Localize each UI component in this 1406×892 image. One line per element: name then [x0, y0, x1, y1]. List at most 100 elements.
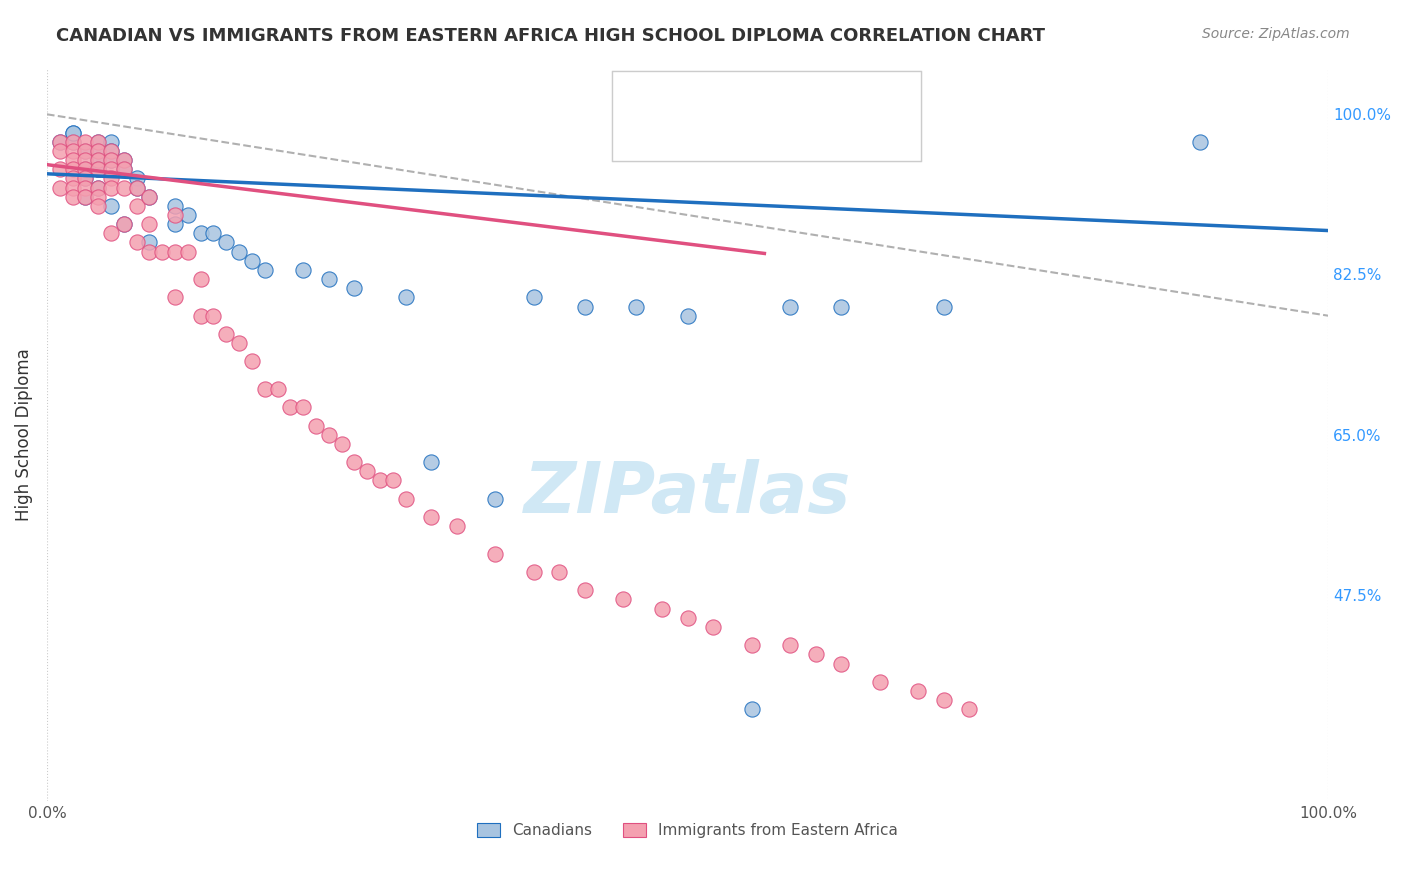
Point: [395, 290, 418, 304]
Point: [112, 162, 135, 177]
Point: [62, 135, 84, 149]
Point: [1188, 135, 1211, 149]
Point: [100, 180, 122, 194]
Point: [163, 217, 186, 231]
Point: [48, 162, 70, 177]
Point: [75, 162, 97, 177]
Text: CANADIAN VS IMMIGRANTS FROM EASTERN AFRICA HIGH SCHOOL DIPLOMA CORRELATION CHART: CANADIAN VS IMMIGRANTS FROM EASTERN AFRI…: [56, 27, 1045, 45]
Point: [87, 180, 110, 194]
Point: [163, 244, 186, 259]
Point: [100, 199, 122, 213]
Point: [138, 189, 160, 203]
Point: [779, 638, 801, 652]
Point: [907, 684, 929, 698]
Point: [100, 227, 122, 241]
Text: -0.066: -0.066: [710, 89, 770, 107]
Point: [318, 427, 340, 442]
Point: [381, 474, 404, 488]
Point: [177, 208, 200, 222]
Point: [484, 491, 506, 506]
Point: [574, 300, 596, 314]
Point: [100, 162, 122, 177]
Point: [125, 180, 148, 194]
Point: [804, 648, 827, 662]
Point: [651, 601, 673, 615]
Point: [676, 309, 699, 323]
Point: [87, 199, 110, 213]
Point: [163, 290, 186, 304]
Point: [62, 171, 84, 186]
Y-axis label: High School Diploma: High School Diploma: [15, 348, 32, 521]
Point: [253, 382, 276, 396]
Point: [356, 464, 378, 478]
Point: [869, 674, 891, 689]
Point: [484, 547, 506, 561]
Point: [368, 474, 391, 488]
Point: [163, 208, 186, 222]
Point: [548, 565, 571, 579]
Point: [100, 144, 122, 158]
Point: [957, 702, 980, 716]
Point: [741, 702, 763, 716]
Point: [112, 153, 135, 167]
Point: [190, 227, 212, 241]
Point: [292, 401, 315, 415]
Text: R =: R =: [664, 89, 700, 107]
Point: [75, 153, 97, 167]
Text: 82: 82: [838, 129, 860, 147]
Point: [62, 144, 84, 158]
Point: [48, 180, 70, 194]
Text: ZIPatlas: ZIPatlas: [524, 458, 851, 528]
Point: [125, 180, 148, 194]
Point: [112, 180, 135, 194]
Point: [87, 153, 110, 167]
Point: [779, 300, 801, 314]
Point: [626, 300, 648, 314]
Point: [62, 189, 84, 203]
Point: [125, 171, 148, 186]
Point: [240, 253, 263, 268]
Point: [62, 135, 84, 149]
Legend: Canadians, Immigrants from Eastern Africa: Canadians, Immigrants from Eastern Afric…: [471, 817, 904, 845]
Point: [112, 217, 135, 231]
Point: [112, 153, 135, 167]
Bar: [617, 85, 655, 112]
Point: [87, 180, 110, 194]
Point: [75, 144, 97, 158]
Point: [138, 217, 160, 231]
Point: [48, 144, 70, 158]
Text: Source: ZipAtlas.com: Source: ZipAtlas.com: [1202, 27, 1350, 41]
Point: [87, 153, 110, 167]
Point: [228, 244, 250, 259]
Point: [446, 519, 468, 533]
Point: [741, 638, 763, 652]
Point: [177, 244, 200, 259]
Point: [100, 171, 122, 186]
Point: [240, 354, 263, 368]
Point: [62, 126, 84, 140]
Text: N =: N =: [785, 129, 832, 147]
Point: [292, 263, 315, 277]
Point: [75, 171, 97, 186]
Point: [215, 326, 238, 341]
Point: [202, 309, 225, 323]
Point: [190, 309, 212, 323]
Point: [932, 300, 955, 314]
Text: 49: 49: [838, 89, 860, 107]
Point: [48, 135, 70, 149]
Point: [75, 171, 97, 186]
Point: [125, 199, 148, 213]
Point: [87, 162, 110, 177]
Point: [87, 135, 110, 149]
Point: [523, 565, 546, 579]
Point: [330, 437, 353, 451]
Point: [75, 189, 97, 203]
Point: [190, 272, 212, 286]
Point: [343, 455, 366, 469]
Point: [395, 491, 418, 506]
Point: [420, 455, 443, 469]
Point: [830, 300, 852, 314]
Point: [228, 336, 250, 351]
Point: [62, 180, 84, 194]
Point: [75, 135, 97, 149]
